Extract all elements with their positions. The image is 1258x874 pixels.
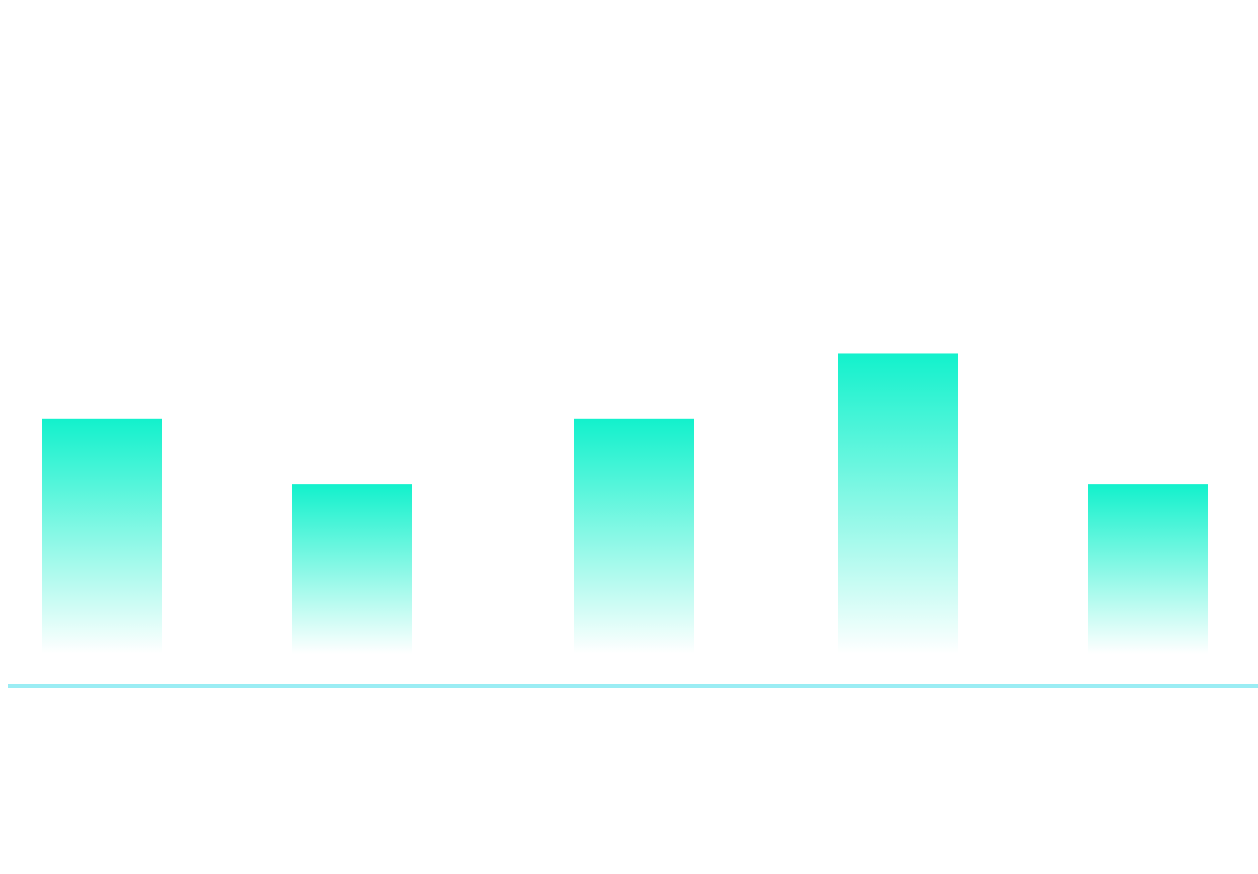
bar-3: [574, 418, 694, 654]
bar-2: [292, 484, 412, 654]
bars-group: [42, 353, 1208, 654]
bar-5: [1088, 484, 1208, 654]
bar-1: [42, 418, 162, 654]
bar-4: [838, 353, 958, 654]
